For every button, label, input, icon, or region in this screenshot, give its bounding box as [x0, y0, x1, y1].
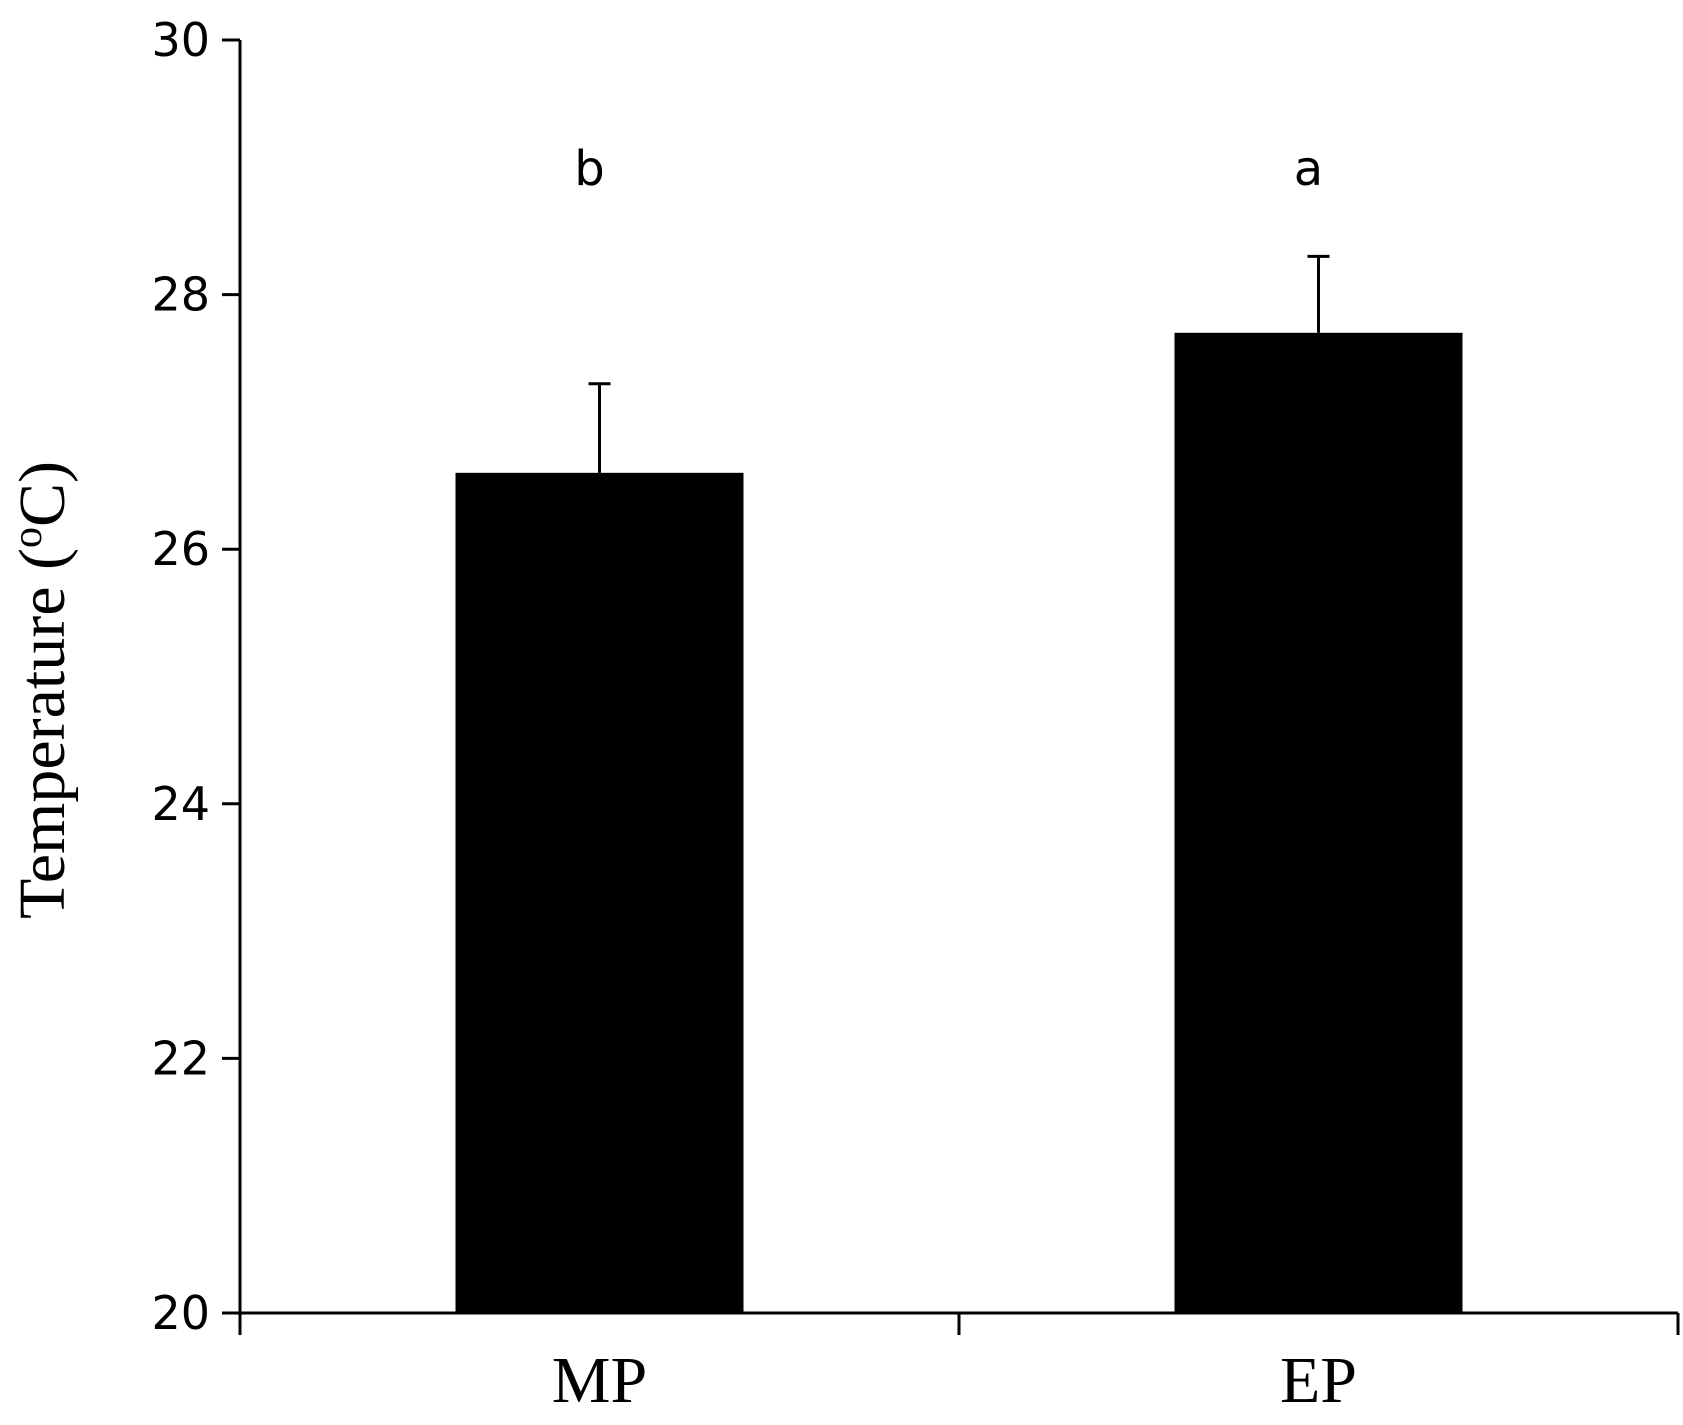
category-labels: MP EP	[552, 1344, 1357, 1417]
category-label: MP	[552, 1344, 647, 1417]
y-tick-label: 22	[151, 1031, 210, 1085]
bar	[1174, 332, 1463, 1313]
bar	[455, 472, 744, 1313]
y-axis-ticks: 20 22 24 26 28 30	[151, 13, 240, 1340]
significance-letter: a	[1294, 141, 1323, 197]
y-axis-title-suffix: C)	[6, 461, 79, 527]
significance-letter: b	[574, 141, 604, 197]
bars	[455, 332, 1463, 1313]
y-axis-title-main: Temperature (	[6, 548, 79, 919]
y-tick-label: 20	[151, 1286, 210, 1340]
y-tick-label: 28	[151, 268, 210, 322]
x-axis-ticks	[238, 1313, 1680, 1335]
y-axis-title: Temperature (oC)	[5, 461, 79, 919]
y-tick-label: 24	[151, 777, 210, 831]
category-label: EP	[1280, 1344, 1357, 1417]
error-bars	[588, 254, 1330, 473]
y-tick-label: 26	[151, 522, 210, 576]
y-tick-label: 30	[151, 13, 210, 67]
y-axis-title-superscript: o	[5, 527, 51, 548]
